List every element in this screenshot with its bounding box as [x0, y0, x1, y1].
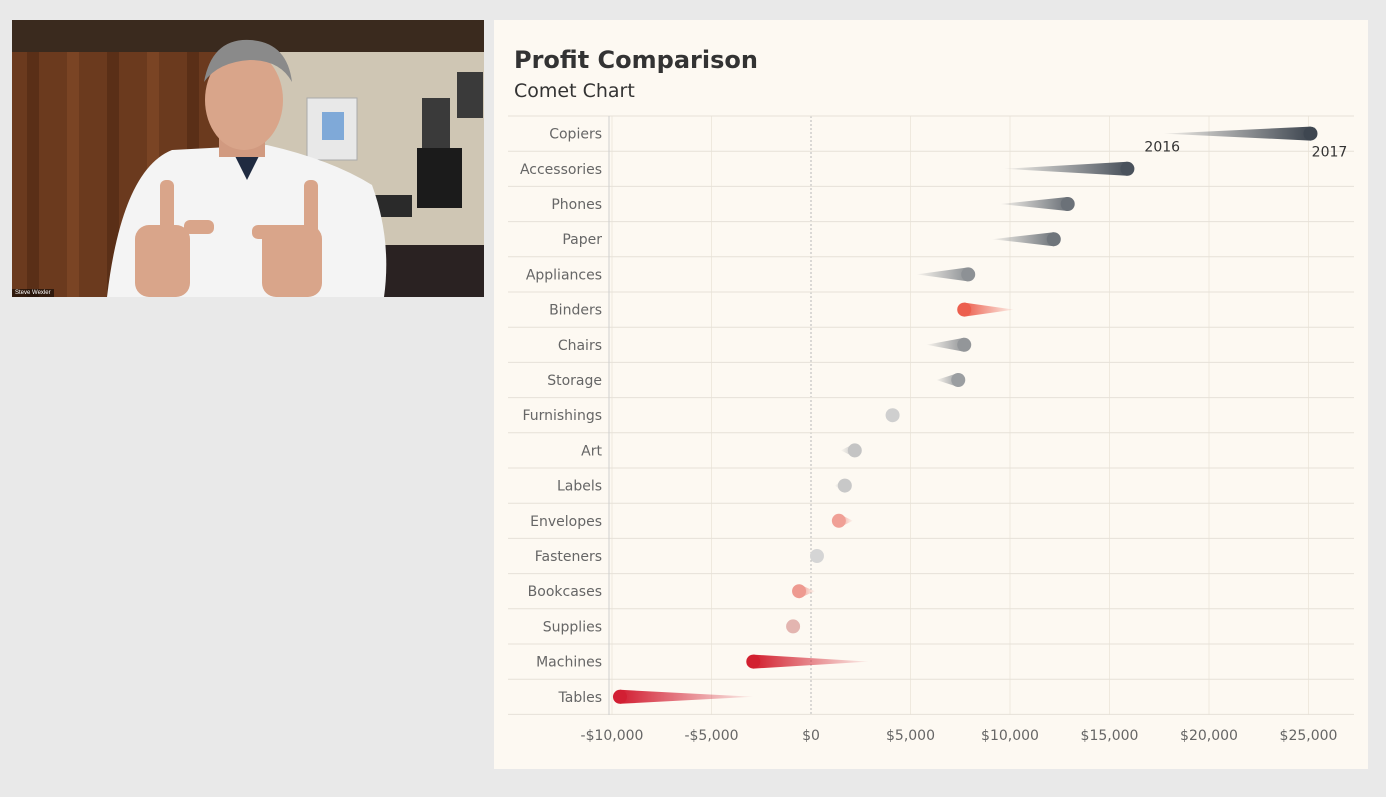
- comet-head: [809, 549, 824, 563]
- comet-tail: [1000, 197, 1068, 211]
- comet-tail: [964, 302, 1014, 317]
- x-tick-label: $20,000: [1180, 728, 1238, 744]
- comet-head: [957, 337, 972, 352]
- comet-tail: [619, 689, 754, 704]
- category-label: Envelopes: [530, 514, 602, 530]
- comet-tail: [916, 267, 969, 282]
- category-label: Bookcases: [528, 584, 602, 600]
- comet-head: [831, 513, 846, 528]
- chart-panel: Profit Comparison Comet Chart Copiers Acc…: [494, 20, 1368, 769]
- comet-tail: [1004, 161, 1128, 176]
- comet-tail: [992, 232, 1054, 247]
- comet-tail: [926, 337, 965, 352]
- comet-tail: [753, 654, 869, 669]
- chart-title: Profit Comparison: [514, 46, 758, 74]
- category-label: Machines: [536, 655, 602, 671]
- comet-tail: [1163, 126, 1311, 141]
- category-label: Art: [581, 443, 602, 459]
- category-label: Appliances: [526, 267, 602, 283]
- participant-name: Steve Wexler: [12, 289, 54, 297]
- video-feed: Steve Wexler: [12, 20, 484, 297]
- category-label: Copiers: [549, 127, 602, 143]
- comet-head: [837, 478, 852, 493]
- x-tick-label: $10,000: [981, 728, 1039, 744]
- x-tick-label: -$5,000: [684, 728, 738, 744]
- comet-head: [961, 267, 976, 282]
- annotation-2017: 2017: [1312, 145, 1348, 161]
- category-label: Storage: [547, 373, 602, 389]
- category-label: Accessories: [520, 162, 602, 178]
- comet-head: [786, 619, 801, 634]
- category-label: Phones: [551, 197, 602, 213]
- comet-head: [792, 584, 807, 599]
- category-label: Furnishings: [522, 408, 602, 424]
- comet-head: [957, 302, 972, 317]
- category-label: Labels: [557, 479, 602, 495]
- comet-head: [1303, 126, 1318, 141]
- comet-chart: Copiers Accessories Phones Paper Appliances B…: [508, 115, 1354, 744]
- x-tick-label: $0: [802, 728, 820, 744]
- comet-head: [1046, 232, 1061, 247]
- category-label: Paper: [562, 232, 602, 248]
- x-tick-label: $15,000: [1081, 728, 1139, 744]
- chart-subtitle: Comet Chart: [514, 80, 635, 102]
- comet-head: [1060, 197, 1075, 211]
- comet-head: [847, 443, 862, 458]
- category-label: Chairs: [558, 338, 602, 354]
- comet-head: [612, 689, 627, 704]
- x-tick-label: -$10,000: [581, 728, 644, 744]
- comet-head: [746, 654, 761, 669]
- comet-head: [951, 373, 966, 387]
- comet-head: [1120, 161, 1135, 176]
- x-tick-label: $5,000: [886, 728, 935, 744]
- category-label: Tables: [558, 690, 603, 706]
- annotation-2016: 2016: [1144, 140, 1180, 156]
- presenter-video-image: [12, 20, 484, 297]
- category-label: Supplies: [543, 619, 602, 635]
- comet-head: [885, 408, 900, 423]
- category-label: Binders: [549, 303, 602, 319]
- category-label: Fasteners: [535, 549, 602, 565]
- x-tick-label: $25,000: [1280, 728, 1338, 744]
